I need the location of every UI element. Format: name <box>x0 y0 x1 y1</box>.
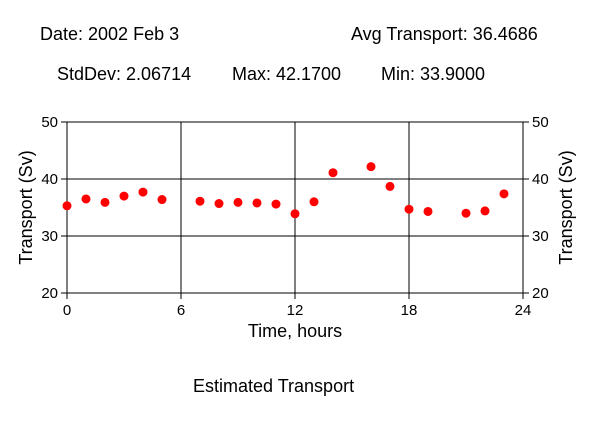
avg-transport-label: Avg Transport: 36.4686 <box>351 24 538 44</box>
date-label: Date: 2002 Feb 3 <box>40 24 180 44</box>
data-point <box>461 208 471 218</box>
x-tick-label: 6 <box>177 302 185 319</box>
data-point <box>423 206 433 216</box>
data-point <box>233 197 243 207</box>
grid-lines <box>67 122 523 293</box>
y-tick-label: 20 <box>41 285 58 302</box>
x-tick-label: 12 <box>287 302 304 319</box>
data-point <box>214 199 224 209</box>
min-label: Min: 33.9000 <box>381 64 486 84</box>
data-point <box>100 197 110 207</box>
max-label: Max: 42.1700 <box>232 64 342 84</box>
data-point <box>290 209 300 219</box>
y-tick-label: 40 <box>41 171 58 188</box>
x-tick-label: 18 <box>401 302 418 319</box>
data-point <box>404 204 414 214</box>
data-point <box>309 197 319 207</box>
data-point <box>119 191 129 201</box>
x-tick-label: 24 <box>515 302 532 319</box>
data-point <box>366 162 376 172</box>
y2-tick-label: 30 <box>532 228 549 245</box>
data-point <box>195 196 205 206</box>
data-points <box>62 162 509 219</box>
x-tick-label: 0 <box>63 302 71 319</box>
y-axis-label: Transport (Sv) <box>16 150 36 264</box>
y2-axis-label: Transport (Sv) <box>556 150 576 264</box>
data-point <box>328 168 338 178</box>
y2-tick-label: 50 <box>532 114 549 131</box>
y2-tick-label: 20 <box>532 285 549 302</box>
data-point <box>271 199 281 209</box>
data-point <box>62 201 72 211</box>
data-point <box>252 198 262 208</box>
stddev-label: StdDev: 2.06714 <box>57 64 192 84</box>
y-tick-label: 30 <box>41 228 58 245</box>
y2-tick-label: 40 <box>532 171 549 188</box>
chart-caption: Estimated Transport <box>193 376 355 396</box>
data-point <box>81 194 91 204</box>
data-point <box>385 181 395 191</box>
data-point <box>480 206 490 216</box>
data-point <box>138 187 148 197</box>
y-tick-label: 50 <box>41 114 58 131</box>
data-point <box>157 195 167 205</box>
data-point <box>499 189 509 199</box>
x-axis-label: Time, hours <box>248 321 342 341</box>
